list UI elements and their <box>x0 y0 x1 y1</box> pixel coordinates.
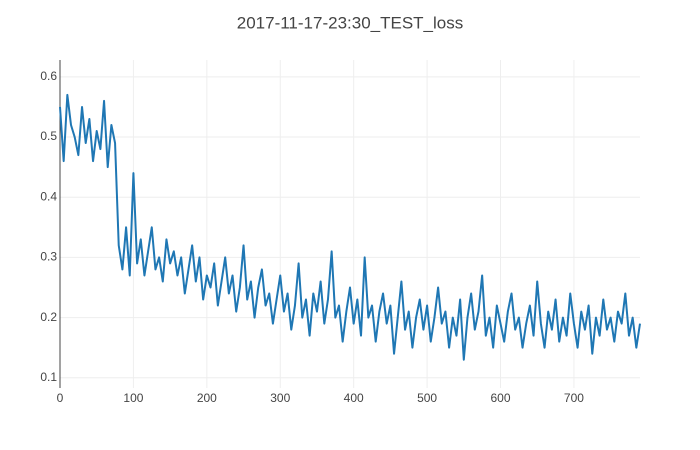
y-tick-label: 0.6 <box>40 69 57 83</box>
x-tick-label: 300 <box>270 391 290 405</box>
x-tick-label: 100 <box>123 391 143 405</box>
y-tick-label: 0.1 <box>40 370 57 384</box>
x-tick-label: 200 <box>197 391 217 405</box>
y-tick-label: 0.4 <box>40 189 57 203</box>
x-tick-label: 400 <box>344 391 364 405</box>
x-tick-label: 600 <box>490 391 510 405</box>
y-tick-label: 0.3 <box>40 250 57 264</box>
x-tick-label: 500 <box>417 391 437 405</box>
y-tick-label: 0.5 <box>40 129 57 143</box>
x-tick-label: 700 <box>564 391 584 405</box>
x-tick-label: 0 <box>57 391 64 405</box>
y-tick-label: 0.2 <box>40 310 57 324</box>
line <box>59 93 641 361</box>
chart-title: 2017-11-17-23:30_TEST_loss <box>237 13 464 32</box>
